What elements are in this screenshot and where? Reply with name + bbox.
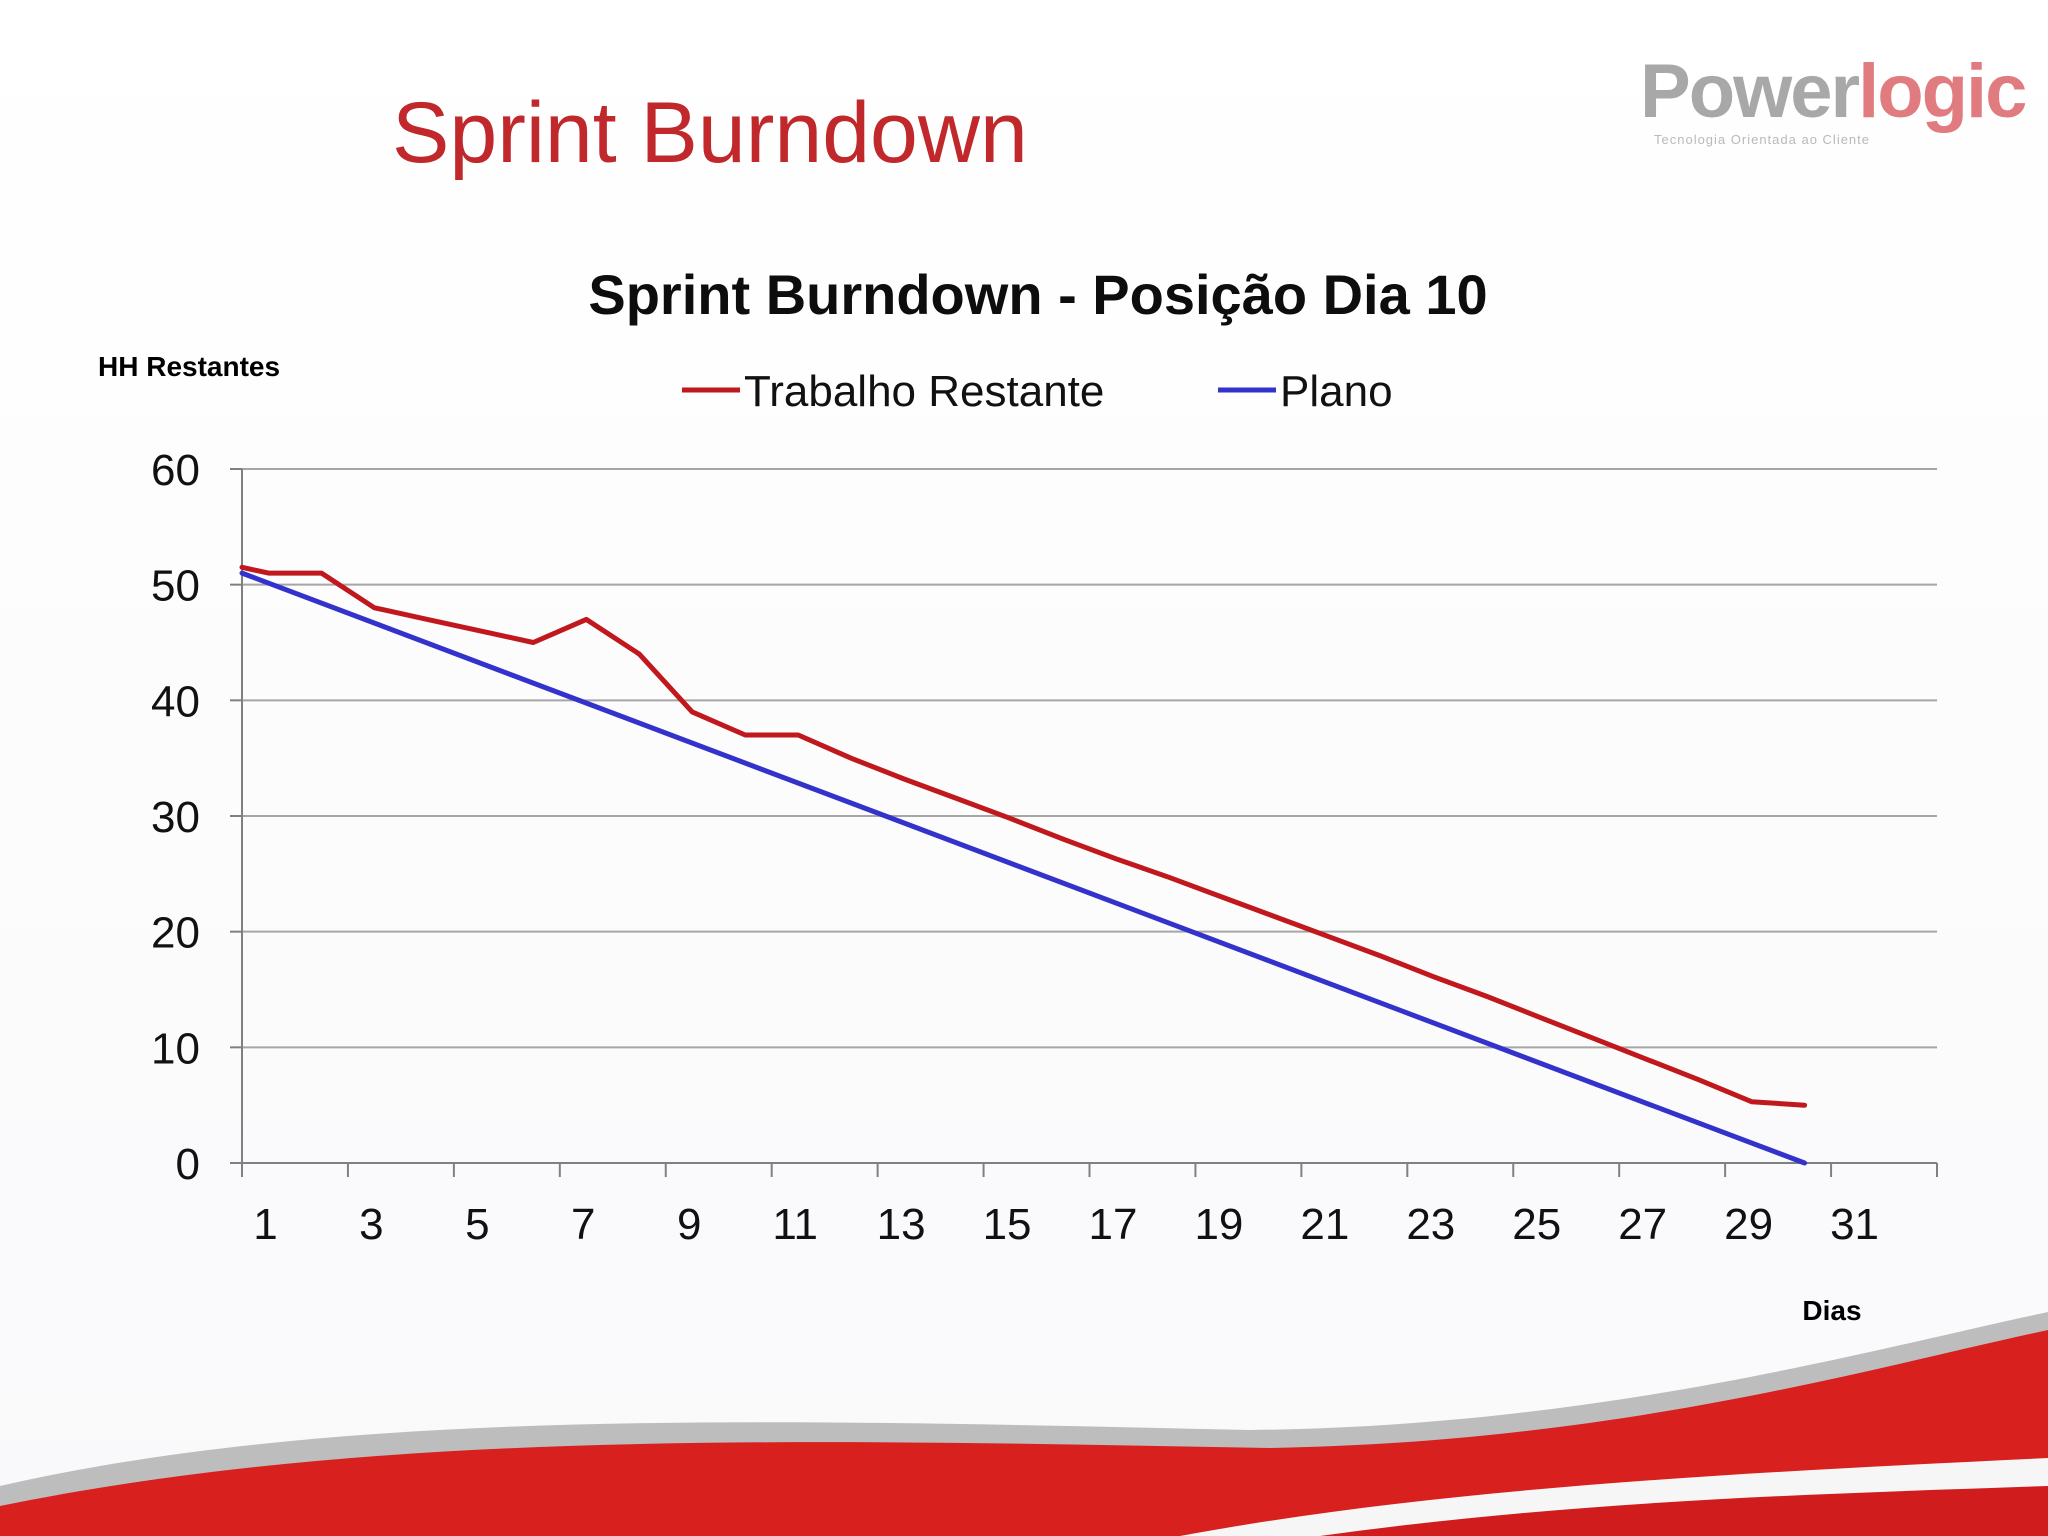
- x-tick-label-1: 1: [253, 1200, 277, 1249]
- y-tick-label-0: 0: [176, 1140, 200, 1189]
- x-tick-label-13: 13: [877, 1200, 926, 1249]
- x-tick-label-31: 31: [1830, 1200, 1879, 1249]
- series-line-plano: [239, 570, 1808, 1166]
- series-line-trabalho-restante: [239, 564, 1808, 1108]
- x-tick-label-5: 5: [465, 1200, 489, 1249]
- powerlogic-logo: Powerlogic Tecnologia Orientada ao Clien…: [1640, 49, 2027, 152]
- x-tick-label-17: 17: [1089, 1200, 1138, 1249]
- x-tick-label-19: 19: [1194, 1200, 1243, 1249]
- x-tick-label-15: 15: [983, 1200, 1032, 1249]
- x-tick-label-25: 25: [1512, 1200, 1561, 1249]
- x-tick-label-21: 21: [1300, 1200, 1349, 1249]
- legend-label-trabalho-restante: Trabalho Restante: [744, 367, 1104, 416]
- y-tick-label-60: 60: [151, 446, 200, 495]
- y-tick-label-10: 10: [151, 1024, 200, 1073]
- series-layer: [239, 564, 1808, 1166]
- chart-title: Sprint Burndown - Posição Dia 10: [588, 263, 1487, 326]
- chart-grid: [242, 468, 1937, 1049]
- logo-tagline: Tecnologia Orientada ao Cliente: [1654, 132, 1871, 147]
- y-axis-title: HH Restantes: [98, 351, 280, 382]
- x-tick-label-23: 23: [1406, 1200, 1455, 1249]
- x-tick-label-9: 9: [677, 1200, 701, 1249]
- x-tick-label-7: 7: [571, 1200, 595, 1249]
- y-tick-label-30: 30: [151, 793, 200, 842]
- x-tick-label-29: 29: [1724, 1200, 1773, 1249]
- y-tick-label-50: 50: [151, 562, 200, 611]
- y-tick-label-20: 20: [151, 909, 200, 958]
- slide-title: Sprint Burndown: [392, 85, 1028, 181]
- logo-wordmark: Powerlogic: [1640, 49, 2027, 134]
- x-tick-label-11: 11: [772, 1200, 818, 1249]
- legend-label-plano: Plano: [1280, 367, 1393, 416]
- x-axis-title: Dias: [1802, 1295, 1861, 1326]
- logo-word-part2: logic: [1858, 49, 2027, 134]
- x-tick-label-3: 3: [359, 1200, 383, 1249]
- x-tick-label-27: 27: [1618, 1200, 1667, 1249]
- chart-legend: Trabalho Restante Plano: [682, 367, 1393, 416]
- logo-word-part1: Power: [1640, 49, 1860, 134]
- y-tick-label-40: 40: [151, 677, 200, 726]
